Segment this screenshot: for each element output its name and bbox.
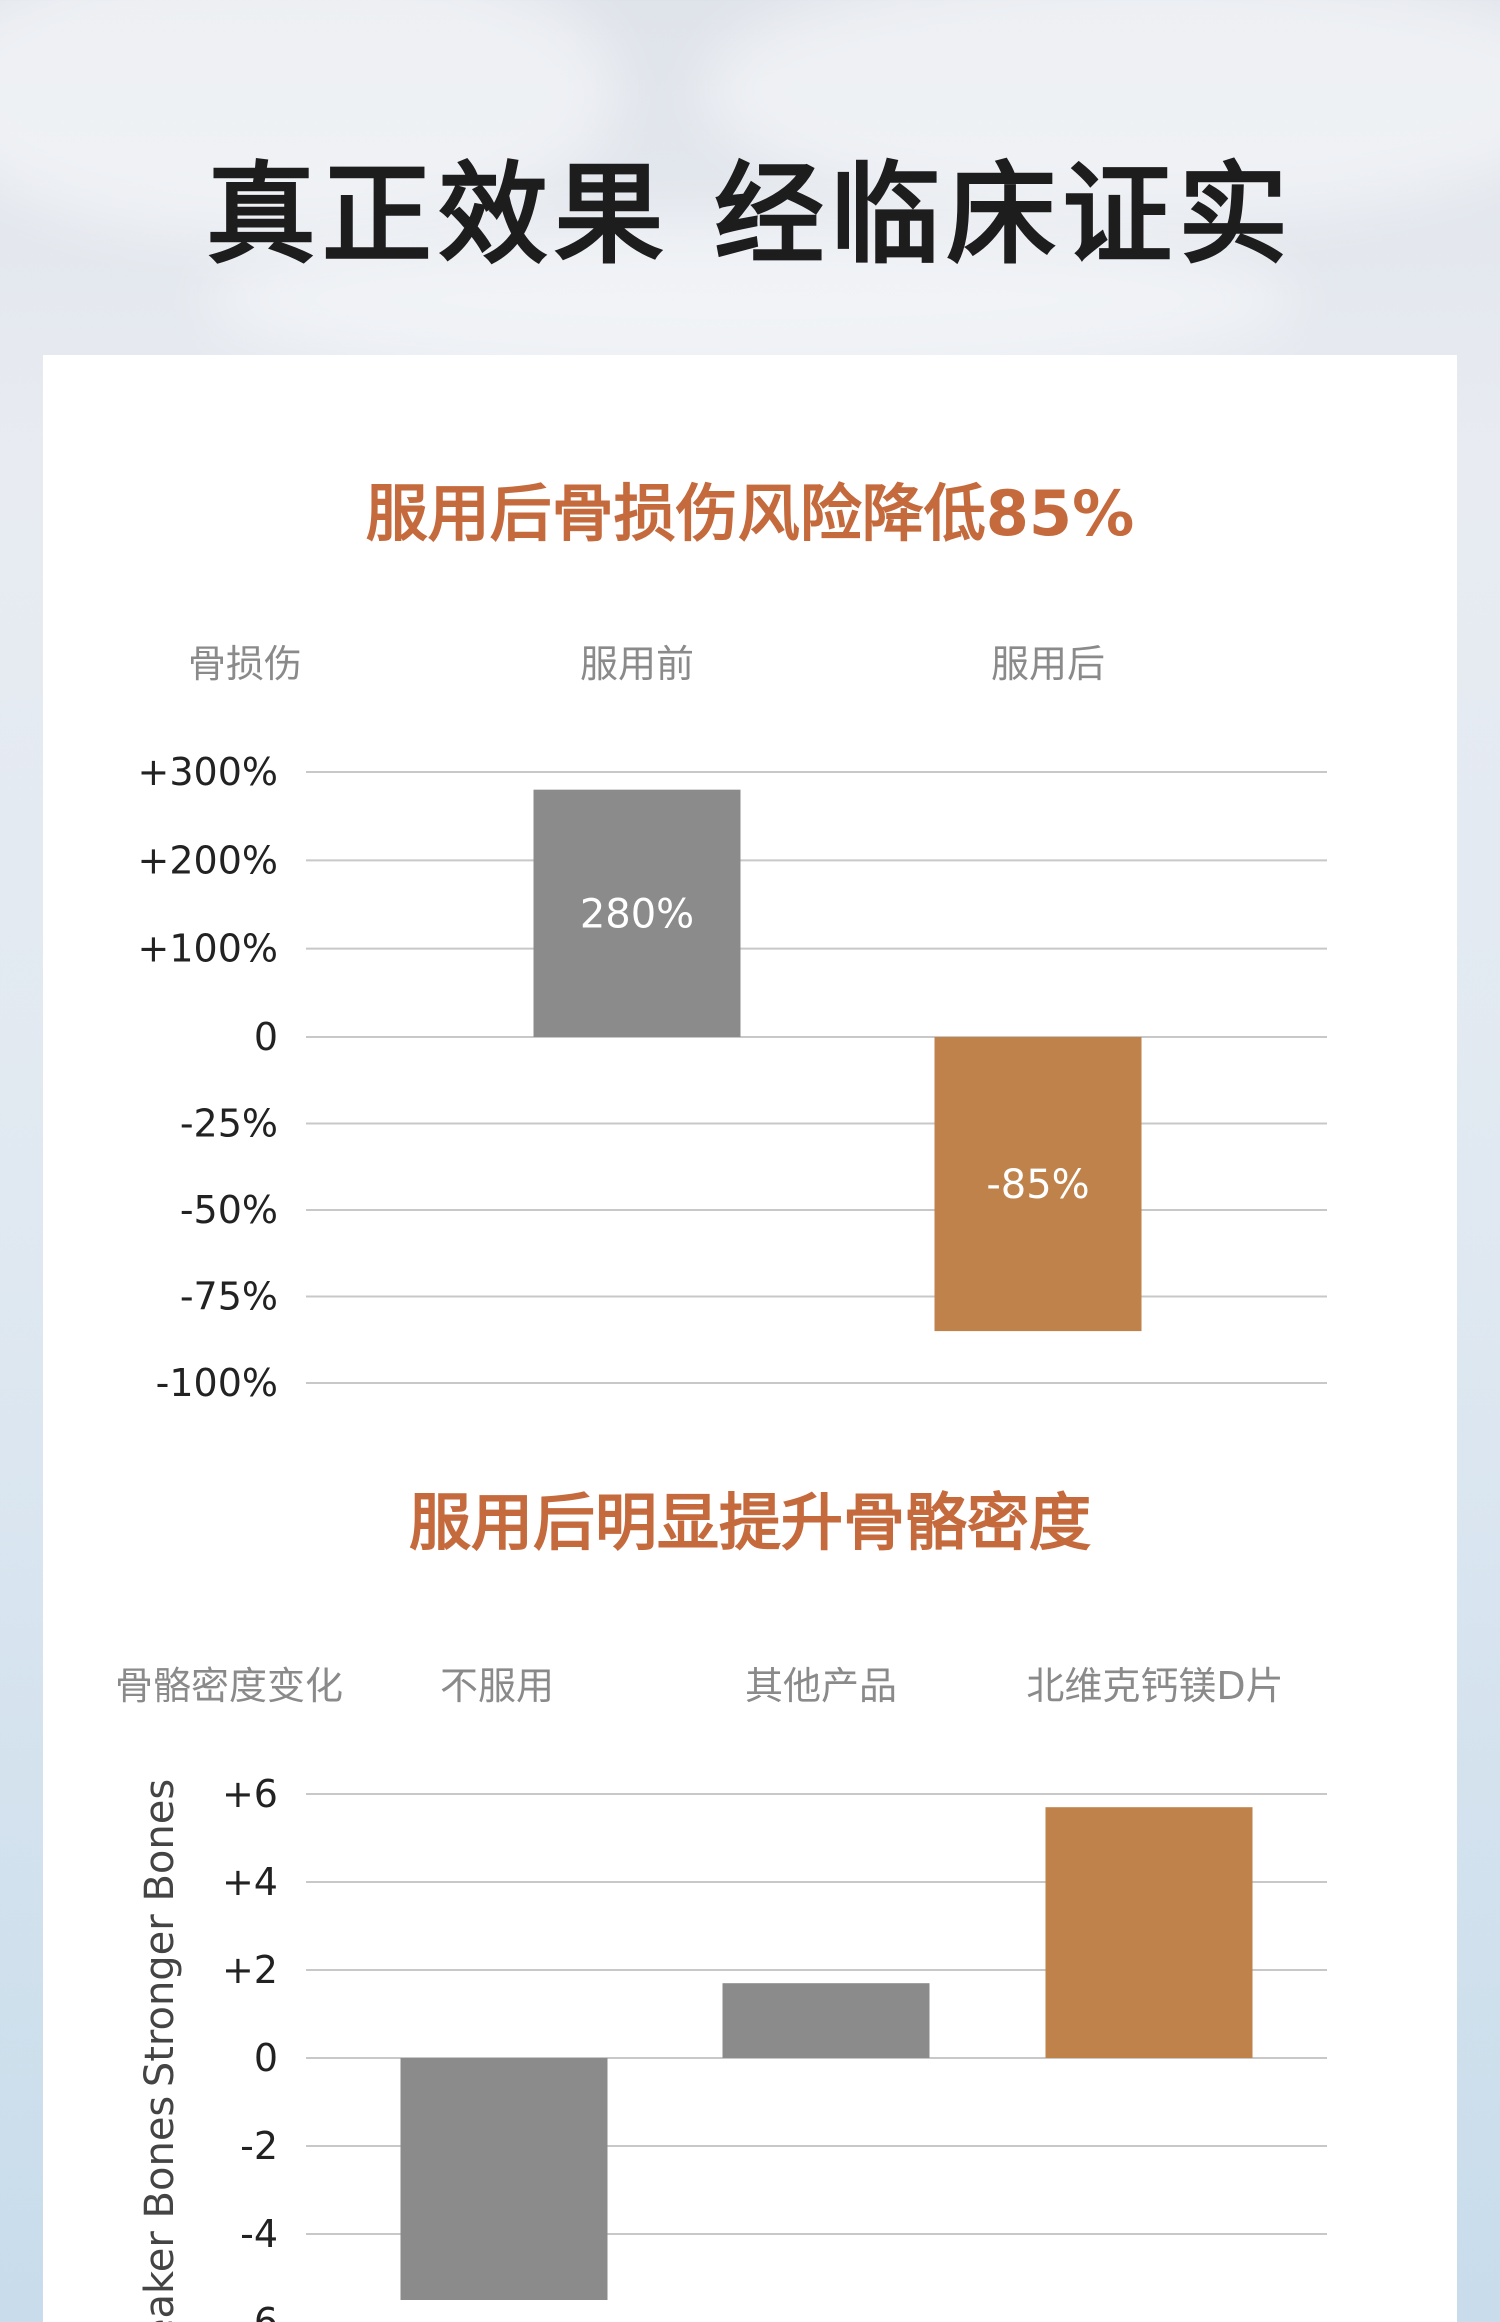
chart2-row-label: 骨骼密度变化 (114, 1664, 344, 1708)
chart1-bar-1 (934, 1037, 1142, 1332)
chart2-bar-2 (1045, 1807, 1253, 2058)
chart1-bar-0 (533, 789, 741, 1037)
chart1-category-1: 服用后 (990, 642, 1106, 686)
chart1-y-tick: -75% (180, 1275, 278, 1319)
chart1-y-tick: +200% (138, 838, 278, 882)
chart2-y-tick: -4 (240, 2212, 278, 2256)
chart2-ylabel-upper: Stronger Bones (137, 1779, 183, 2087)
chart1-category-0: 服用前 (579, 642, 695, 686)
chart1-y-tick: -25% (180, 1102, 278, 1146)
chart1-y-tick: +100% (138, 927, 278, 971)
chart2-y-tick: +4 (222, 1860, 278, 1904)
chart1-y-tick: 0 (254, 1015, 278, 1059)
chart2-y-tick: -6 (240, 2300, 278, 2322)
chart2-title: 服用后明显提升骨骼密度 (408, 1486, 1091, 1559)
chart1-row-label: 骨损伤 (187, 642, 303, 686)
chart2-y-tick: -2 (240, 2124, 278, 2168)
chart2-bar-1 (722, 1983, 930, 2058)
chart1-y-tick: +300% (138, 750, 278, 794)
chart1-title: 服用后骨损伤风险降低85% (365, 477, 1135, 550)
chart2-y-tick: +6 (222, 1772, 278, 1816)
chart1-data-label-1: -85% (986, 1162, 1089, 1208)
chart1-data-label-0: 280% (580, 891, 694, 937)
chart1-y-tick: -100% (156, 1361, 278, 1405)
chart1-y-tick: -50% (180, 1188, 278, 1232)
chart2-category-0: 不服用 (439, 1664, 555, 1708)
chart2-y-tick: +2 (222, 1948, 278, 1992)
chart2-bar-0 (400, 2058, 608, 2300)
chart2-y-tick: 0 (254, 2036, 278, 2080)
chart2-category-2: 北维克钙镁D片 (1026, 1664, 1284, 1708)
page-title: 真正效果 经临床证实 (205, 151, 1295, 279)
chart2-category-1: 其他产品 (744, 1664, 898, 1708)
chart2-ylabel-lower: Weaker Bones (137, 2096, 183, 2322)
